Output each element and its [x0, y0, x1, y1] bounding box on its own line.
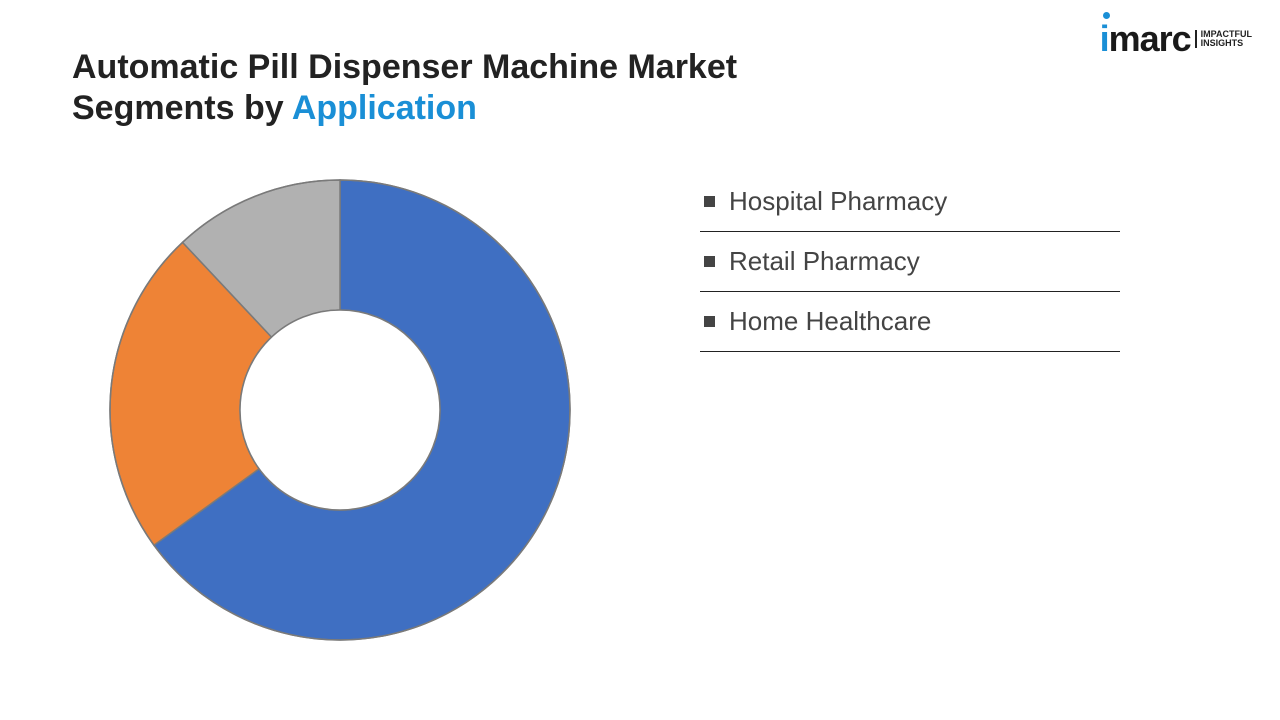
brand-logo: imarc IMPACTFUL INSIGHTS	[1100, 18, 1252, 60]
logo-tagline-2: INSIGHTS	[1201, 39, 1252, 48]
legend-item-2: Home Healthcare	[700, 292, 1120, 352]
legend-label: Hospital Pharmacy	[729, 186, 947, 217]
legend: Hospital Pharmacy Retail Pharmacy Home H…	[700, 172, 1120, 352]
title-line-1: Automatic Pill Dispenser Machine Market	[72, 48, 737, 87]
legend-label: Retail Pharmacy	[729, 246, 920, 277]
title-line-2-prefix: Segments by	[72, 89, 292, 127]
page-root: imarc IMPACTFUL INSIGHTS Automatic Pill …	[0, 0, 1280, 720]
logo-dot-glyph	[1103, 12, 1110, 19]
legend-item-1: Retail Pharmacy	[700, 232, 1120, 292]
logo-marc: marc	[1109, 18, 1191, 59]
title-line-2: Segments by Application	[72, 89, 737, 128]
logo-wordmark: imarc	[1100, 18, 1191, 60]
logo-tagline: IMPACTFUL INSIGHTS	[1195, 30, 1252, 49]
donut-inner-ring	[240, 310, 440, 510]
donut-svg	[100, 170, 580, 650]
legend-label: Home Healthcare	[729, 306, 931, 337]
donut-chart	[100, 170, 580, 650]
legend-bullet-icon	[704, 316, 715, 327]
title-block: Automatic Pill Dispenser Machine Market …	[72, 48, 737, 128]
logo-i: i	[1100, 18, 1109, 59]
legend-bullet-icon	[704, 196, 715, 207]
legend-bullet-icon	[704, 256, 715, 267]
legend-item-0: Hospital Pharmacy	[700, 172, 1120, 232]
title-line-2-highlight: Application	[292, 89, 477, 127]
